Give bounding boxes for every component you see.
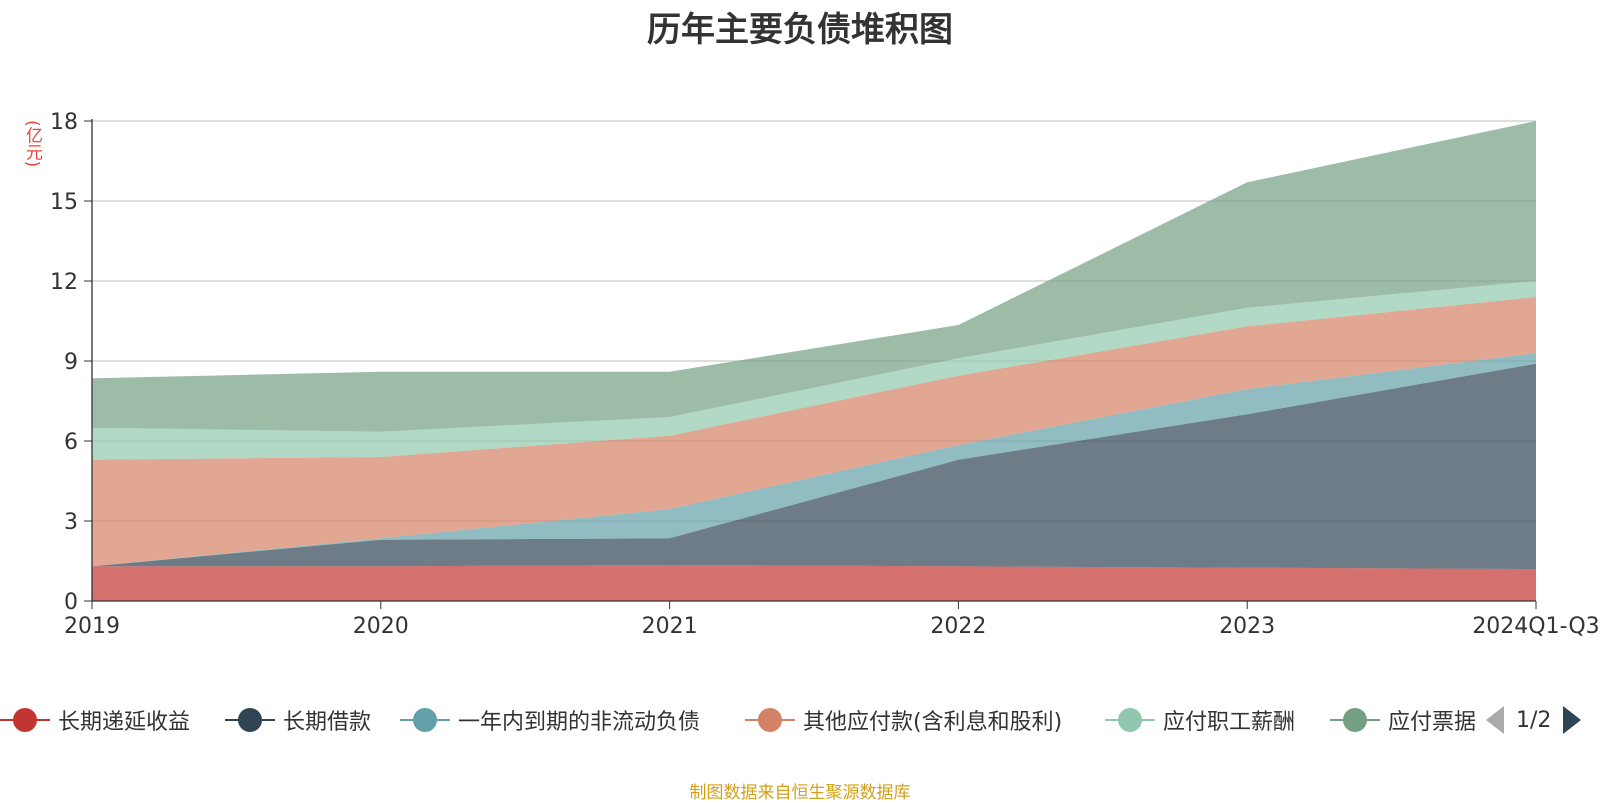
x-tick-label: 2020: [353, 614, 409, 639]
legend-label: 长期借款: [283, 710, 372, 735]
x-tick-label: 2022: [930, 614, 986, 639]
y-tick-label: 6: [64, 430, 78, 455]
x-tick-label: 2024Q1-Q3: [1472, 614, 1599, 639]
y-tick-label: 0: [64, 590, 78, 615]
y-tick-label: 9: [64, 350, 78, 375]
legend-item-3[interactable]: 其他应付款(含利息和股利): [745, 700, 1062, 740]
x-tick-label: 2021: [642, 614, 698, 639]
legend-next-page-icon[interactable]: [1563, 706, 1582, 734]
legend: 长期递延收益 长期借款 一年内到期的非流动负债 其他应付款(含利息和股利) 应付职工薪酬…: [0, 700, 1600, 740]
legend-item-2[interactable]: 一年内到期的非流动负债: [400, 700, 700, 740]
legend-item-1[interactable]: 长期借款: [225, 700, 371, 740]
legend-marker-icon: [0, 708, 50, 732]
legend-marker-icon: [1105, 708, 1155, 732]
area-series-0: [92, 565, 1536, 601]
area-series-1: [92, 363, 1536, 569]
legend-page-indicator: 1/2: [1516, 707, 1552, 733]
legend-marker-icon: [745, 708, 795, 732]
legend-marker-icon: [400, 708, 450, 732]
area-series-3: [92, 297, 1536, 567]
stacked-area-chart: 0 3 6 9 12 15 18 2019 2020 2021 2022 2023 2024Q1-Q3: [50, 110, 1600, 639]
y-tick-label: 15: [50, 190, 78, 215]
chart-title: 历年主要负债堆积图: [647, 10, 953, 50]
y-tick-label: 3: [64, 510, 78, 535]
source-note: 制图数据来自恒生聚源数据库: [689, 783, 911, 803]
legend-item-4[interactable]: 应付职工薪酬: [1105, 700, 1295, 740]
legend-pager: 1/2: [1486, 700, 1582, 740]
legend-label: 一年内到期的非流动负债: [458, 710, 701, 735]
x-tick-label: 2023: [1219, 614, 1275, 639]
legend-item-5[interactable]: 应付票据: [1330, 700, 1476, 740]
legend-item-0[interactable]: 长期递延收益: [0, 700, 190, 740]
legend-marker-icon: [225, 708, 275, 732]
area-series-layer: [92, 121, 1536, 601]
legend-label: 其他应付款(含利息和股利): [803, 710, 1063, 735]
y-tick-label: 18: [50, 110, 78, 135]
y-axis-unit-label: (亿元): [22, 120, 42, 168]
legend-items: 长期递延收益 长期借款 一年内到期的非流动负债 其他应付款(含利息和股利) 应付职工薪酬…: [0, 700, 1480, 740]
y-tick-label: 12: [50, 270, 78, 295]
legend-prev-page-icon[interactable]: [1486, 706, 1504, 734]
legend-label: 应付职工薪酬: [1163, 710, 1296, 735]
axes: 0 3 6 9 12 15 18 2019 2020 2021 2022 2023 2024Q1-Q3: [50, 110, 1600, 639]
legend-label: 应付票据: [1388, 710, 1477, 735]
area-series-2: [92, 353, 1536, 567]
area-series-5: [92, 121, 1536, 432]
legend-marker-icon: [1330, 708, 1380, 732]
legend-label: 长期递延收益: [58, 710, 191, 735]
x-tick-label: 2019: [64, 614, 120, 639]
area-series-4: [92, 281, 1536, 460]
